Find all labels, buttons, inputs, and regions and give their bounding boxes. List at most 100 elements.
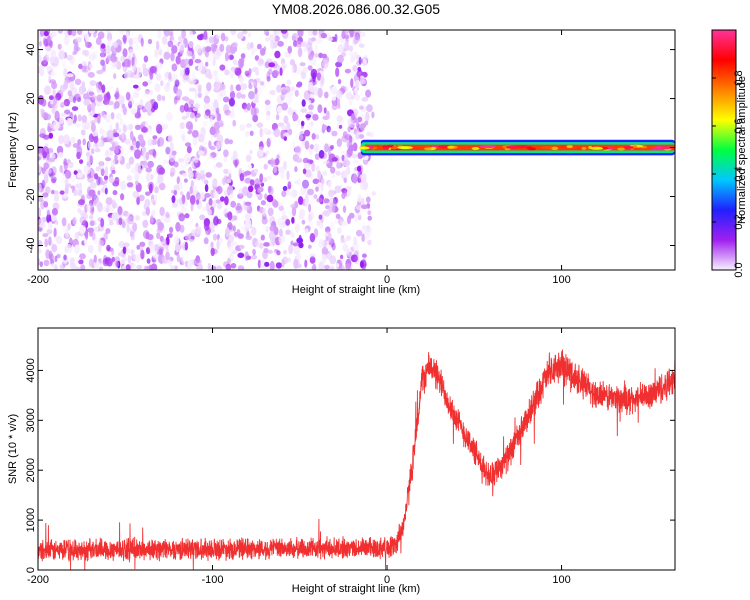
heatmap-cell: [171, 150, 177, 156]
heatmap-cell: [330, 166, 336, 174]
heatmap-cell: [197, 92, 202, 99]
heatmap-cell: [228, 97, 235, 107]
heatmap-cell: [54, 255, 58, 263]
heatmap-signal-cell: [391, 146, 398, 150]
heatmap-cell: [253, 107, 260, 115]
heatmap-cell: [114, 101, 120, 109]
heatmap-signal-cell: [541, 146, 552, 149]
heatmap-cell: [278, 228, 283, 237]
heatmap-cell: [79, 224, 86, 234]
heatmap-cell: [212, 233, 218, 241]
heatmap-cell: [151, 139, 158, 146]
heatmap-cell: [320, 182, 324, 192]
heatmap-cell: [134, 173, 140, 181]
heatmap-cell: [188, 80, 196, 85]
heatmap-cell: [280, 92, 285, 101]
heatmap-cell: [157, 253, 165, 264]
heatmap-cell: [361, 123, 367, 128]
heatmap-cell: [117, 260, 121, 269]
heatmap-cell: [39, 30, 45, 37]
heatmap-cell: [112, 261, 120, 268]
heatmap-cell: [119, 117, 124, 127]
heatmap-cell: [48, 172, 56, 177]
heatmap-cell: [280, 30, 288, 34]
heatmap-cell: [357, 194, 362, 203]
heatmap-cell: [211, 53, 219, 60]
heatmap-cell: [357, 165, 362, 172]
heatmap-cell: [50, 31, 57, 38]
heatmap-cell: [48, 168, 54, 178]
heatmap-cell: [100, 168, 105, 177]
heatmap-cell: [353, 31, 358, 37]
heatmap-cell: [276, 84, 282, 93]
heatmap-cell: [320, 32, 327, 39]
heatmap-cell: [330, 221, 335, 229]
heatmap-cell: [191, 52, 195, 61]
heatmap-cell: [213, 191, 219, 199]
heatmap-cell: [47, 35, 51, 44]
heatmap-cell: [271, 70, 278, 79]
heatmap-cell: [135, 140, 140, 149]
heatmap-cell: [259, 81, 265, 86]
heatmap-cell: [63, 254, 67, 261]
heatmap-cell: [296, 253, 302, 261]
heatmap-cell: [361, 227, 368, 235]
heatmap-cell: [257, 187, 261, 194]
heatmap-cell: [245, 154, 252, 162]
heatmap-cell: [180, 206, 187, 213]
heatmap-cell: [97, 31, 105, 40]
heatmap-cell: [290, 191, 297, 197]
heatmap-cell: [345, 263, 351, 270]
heatmap-cell: [191, 229, 196, 237]
x-tick-label: 0: [384, 274, 390, 286]
heatmap-cell: [176, 88, 182, 98]
heatmap-cell: [324, 264, 330, 270]
heatmap-cell: [201, 45, 207, 54]
heatmap-cell: [281, 102, 289, 111]
spectrogram-y-ticks: -40 -20 0 20 40: [25, 43, 675, 253]
heatmap-cell: [224, 138, 230, 145]
heatmap-cell: [133, 91, 139, 99]
heatmap-cell: [82, 138, 86, 146]
heatmap-cell: [171, 63, 178, 72]
heatmap-cell: [89, 80, 97, 86]
heatmap-cell: [273, 63, 281, 71]
heatmap-cell: [264, 61, 270, 69]
heatmap-cell: [79, 253, 86, 260]
heatmap-cell: [337, 44, 344, 53]
heatmap-cell: [162, 255, 168, 264]
heatmap-cell: [73, 170, 78, 175]
heatmap-cell: [64, 109, 71, 115]
heatmap-cell: [210, 247, 215, 257]
heatmap-cell: [212, 70, 219, 77]
snr-frame: [37, 327, 676, 571]
heatmap-cell: [42, 233, 49, 238]
heatmap-cell: [254, 168, 258, 174]
heatmap-cell: [198, 150, 205, 157]
heatmap-cell: [90, 120, 96, 125]
heatmap-cell: [147, 138, 153, 147]
heatmap-cell: [203, 237, 209, 245]
heatmap-cell: [49, 56, 55, 64]
heatmap-cell: [340, 254, 344, 260]
heatmap-cell: [90, 148, 95, 155]
heatmap-cell: [330, 145, 334, 150]
heatmap-cell: [206, 53, 212, 63]
heatmap-cell: [346, 140, 350, 149]
spectrogram-y-label: Frequency (Hz): [7, 112, 19, 188]
heatmap-cell: [348, 45, 354, 52]
heatmap-cell: [344, 30, 349, 35]
heatmap-cell: [115, 87, 120, 98]
heatmap-cell: [110, 53, 117, 63]
heatmap-cell: [81, 115, 88, 123]
heatmap-cell: [342, 131, 348, 139]
heatmap-cell: [268, 216, 273, 225]
y-tick-label: 0: [25, 144, 37, 150]
heatmap-cell: [113, 41, 118, 49]
heatmap-cell: [175, 95, 181, 101]
heatmap-cell: [306, 99, 312, 104]
heatmap-cell: [352, 175, 358, 184]
heatmap-cell: [178, 42, 186, 51]
heatmap-cell: [100, 50, 105, 58]
heatmap-cell: [132, 252, 136, 261]
